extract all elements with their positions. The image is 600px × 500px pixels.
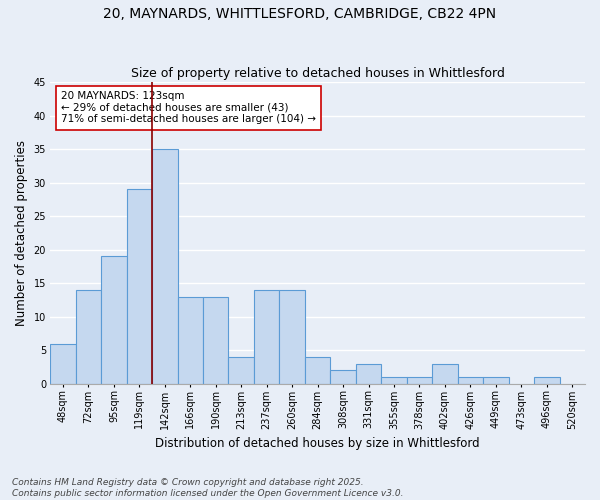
Bar	[331, 370, 356, 384]
Bar	[229, 357, 254, 384]
Bar	[178, 296, 203, 384]
Bar	[534, 377, 560, 384]
Title: Size of property relative to detached houses in Whittlesford: Size of property relative to detached ho…	[131, 66, 505, 80]
Bar	[305, 357, 331, 384]
Bar	[50, 344, 76, 384]
Bar	[356, 364, 381, 384]
Text: Contains HM Land Registry data © Crown copyright and database right 2025.
Contai: Contains HM Land Registry data © Crown c…	[12, 478, 404, 498]
Y-axis label: Number of detached properties: Number of detached properties	[15, 140, 28, 326]
Text: 20 MAYNARDS: 123sqm
← 29% of detached houses are smaller (43)
71% of semi-detach: 20 MAYNARDS: 123sqm ← 29% of detached ho…	[61, 91, 316, 124]
Bar	[76, 290, 101, 384]
Bar	[381, 377, 407, 384]
Bar	[101, 256, 127, 384]
Bar	[483, 377, 509, 384]
Bar	[254, 290, 280, 384]
Text: 20, MAYNARDS, WHITTLESFORD, CAMBRIDGE, CB22 4PN: 20, MAYNARDS, WHITTLESFORD, CAMBRIDGE, C…	[103, 8, 497, 22]
Bar	[127, 190, 152, 384]
Bar	[458, 377, 483, 384]
X-axis label: Distribution of detached houses by size in Whittlesford: Distribution of detached houses by size …	[155, 437, 480, 450]
Bar	[432, 364, 458, 384]
Bar	[280, 290, 305, 384]
Bar	[203, 296, 229, 384]
Bar	[407, 377, 432, 384]
Bar	[152, 149, 178, 384]
